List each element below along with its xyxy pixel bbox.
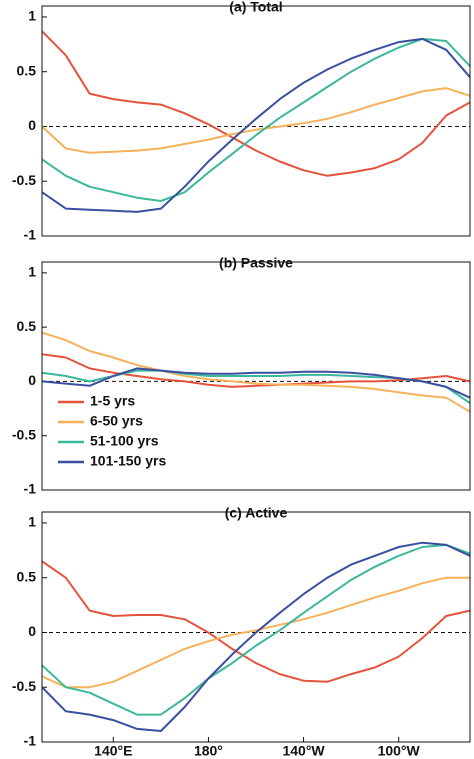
y-tick-label: 1 [28, 8, 36, 24]
x-tick-label: 100°W [378, 743, 421, 759]
chart-title: (a) Total [229, 0, 282, 15]
plot-frame [41, 5, 471, 237]
y-tick-label: -1 [24, 733, 37, 749]
series-line [41, 367, 471, 399]
series-line [41, 331, 471, 413]
series-line [41, 543, 471, 716]
series-line [41, 30, 471, 177]
y-tick-label: -0.5 [12, 172, 36, 188]
y-tick-label: 0 [28, 117, 36, 133]
chart-title: (c) Active [225, 505, 288, 521]
series-line [41, 353, 471, 388]
series-line [41, 37, 471, 202]
legend-label: 51-100 yrs [90, 433, 159, 449]
y-tick-label: 0.5 [17, 318, 37, 334]
chart-title: (b) Passive [219, 255, 293, 271]
series-line [41, 541, 471, 732]
y-tick-label: 0 [28, 372, 36, 388]
legend-label: 1-5 yrs [90, 393, 135, 409]
x-tick-label: 140°E [94, 743, 132, 759]
series-line [41, 560, 471, 683]
y-tick-label: -0.5 [12, 426, 36, 442]
y-tick-label: -1 [24, 227, 37, 243]
series-line [41, 37, 471, 213]
y-tick-label: 0 [28, 623, 36, 639]
x-tick-label: 140°W [282, 743, 325, 759]
y-tick-label: 0.5 [17, 568, 37, 584]
plot-frame [41, 261, 471, 491]
y-tick-label: 0.5 [17, 62, 37, 78]
y-tick-label: 1 [28, 514, 36, 530]
plot-frame [41, 511, 471, 743]
y-tick-label: -1 [24, 481, 37, 497]
y-tick-label: 1 [28, 264, 36, 280]
series-line [41, 87, 471, 154]
series-line [41, 576, 470, 689]
legend-label: 101-150 yrs [90, 453, 167, 469]
y-tick-label: -0.5 [12, 678, 36, 694]
legend-label: 6-50 yrs [90, 413, 143, 429]
x-tick-label: 180° [194, 743, 223, 759]
